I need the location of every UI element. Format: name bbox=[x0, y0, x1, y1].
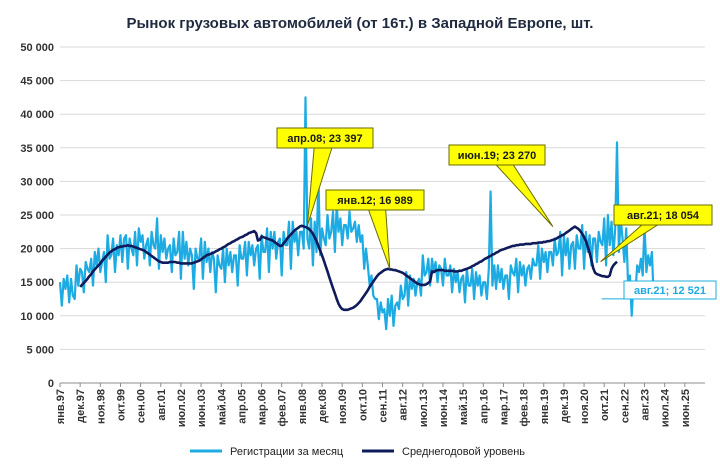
x-tick-label: фев.07 bbox=[277, 389, 289, 427]
series-layer bbox=[58, 96, 655, 331]
callout: авг.21; 18 054 bbox=[600, 204, 713, 263]
callout-text: авг.21; 18 054 bbox=[627, 210, 700, 222]
callout-text: авг.21; 12 521 bbox=[634, 285, 706, 297]
y-tick-label: 0 bbox=[48, 378, 54, 390]
callout-text: июн.19; 23 270 bbox=[458, 150, 536, 162]
x-tick-label: мар.06 bbox=[257, 389, 269, 425]
x-tick-label: май.15 bbox=[458, 389, 470, 425]
legend: Регистрации за месяц Среднегодовой урове… bbox=[190, 446, 525, 458]
x-tick-label: янв.19 bbox=[539, 389, 551, 424]
callout-box bbox=[613, 204, 713, 226]
x-tick-label: июн.25 bbox=[680, 389, 692, 427]
callout-box bbox=[448, 144, 546, 166]
x-tick-label: июл.13 bbox=[418, 389, 430, 427]
callout-pointer bbox=[485, 154, 554, 227]
chart-title: Рынок грузовых автомобилей (от 16т.) в З… bbox=[127, 15, 594, 32]
x-tick-label: авг.01 bbox=[156, 389, 168, 421]
y-tick-label: 45 000 bbox=[20, 76, 54, 88]
x-tick-label: июл.24 bbox=[660, 388, 672, 427]
x-tick-label: сен.00 bbox=[136, 389, 148, 423]
callout: июн.19; 23 270 bbox=[448, 144, 554, 227]
callout: янв.12; 16 989 bbox=[325, 189, 425, 270]
callout-box bbox=[276, 127, 374, 149]
callout: авг.21; 12 521 bbox=[601, 280, 717, 300]
y-tick-label: 20 000 bbox=[20, 244, 54, 256]
series-average-line bbox=[79, 224, 618, 312]
x-tick-label: дек.97 bbox=[75, 389, 87, 423]
x-tick-label: июн.14 bbox=[438, 388, 450, 427]
callout-text: янв.12; 16 989 bbox=[337, 195, 412, 207]
x-tick-label: дек.19 bbox=[559, 389, 571, 423]
x-tick-label: янв.97 bbox=[55, 389, 67, 424]
x-tick-label: окт.21 bbox=[599, 389, 611, 421]
y-tick-label: 15 000 bbox=[20, 277, 54, 289]
x-tick-label: мар.17 bbox=[498, 389, 510, 425]
y-tick-label: 40 000 bbox=[20, 109, 54, 121]
x-tick-label: янв.08 bbox=[297, 389, 309, 424]
y-tick-label: 25 000 bbox=[20, 210, 54, 222]
annotation-layer: апр.08; 23 397 янв.12; 16 989 июн.19; 23 2… bbox=[276, 127, 717, 300]
legend-label-average: Среднегодовой уровень bbox=[402, 446, 525, 458]
x-tick-label: ноя.98 bbox=[95, 389, 107, 424]
x-tick-label: дек.08 bbox=[317, 389, 329, 423]
x-tick-label: авг.23 bbox=[640, 389, 652, 421]
callout-text: апр.08; 23 397 bbox=[287, 133, 362, 145]
x-tick-label: май.04 bbox=[216, 388, 228, 425]
x-tick-label: сен.22 bbox=[619, 389, 631, 423]
x-tick-label: ноя.09 bbox=[337, 389, 349, 424]
y-tick-label: 35 000 bbox=[20, 143, 54, 155]
x-tick-label: фев.18 bbox=[519, 389, 531, 427]
x-axis: янв.97 дек.97 ноя.98 окт.99 сен.00 авг.01 июл.… bbox=[55, 383, 692, 427]
y-tick-label: 10 000 bbox=[20, 311, 54, 323]
callout-box bbox=[325, 189, 425, 211]
legend-label-monthly: Регистрации за месяц bbox=[230, 446, 344, 458]
x-tick-label: апр.05 bbox=[236, 389, 248, 424]
x-tick-label: июн.03 bbox=[196, 389, 208, 427]
y-tick-label: 30 000 bbox=[20, 176, 54, 188]
x-tick-label: авг.12 bbox=[398, 389, 410, 421]
x-tick-label: июл.02 bbox=[176, 389, 188, 427]
y-tick-label: 50 000 bbox=[20, 42, 54, 54]
x-tick-label: сен.11 bbox=[378, 389, 390, 423]
y-tick-label: 5 000 bbox=[26, 344, 54, 356]
x-tick-label: апр.16 bbox=[478, 389, 490, 424]
x-tick-label: окт.10 bbox=[357, 389, 369, 421]
x-tick-label: ноя.20 bbox=[579, 389, 591, 424]
callout-box bbox=[623, 280, 717, 300]
callout: апр.08; 23 397 bbox=[276, 127, 374, 226]
x-tick-label: окт.99 bbox=[115, 389, 127, 421]
y-axis: 0 5 000 10 000 15 000 20 000 25 000 30 000 35 0… bbox=[20, 42, 705, 390]
